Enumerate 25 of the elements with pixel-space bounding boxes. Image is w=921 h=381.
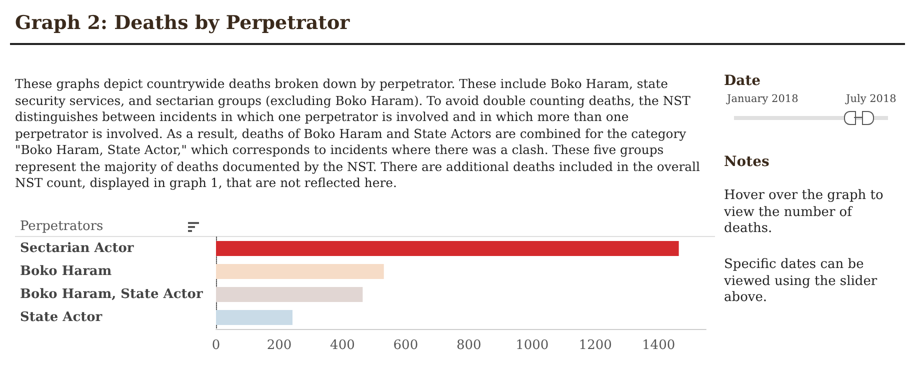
text: Date — [724, 73, 761, 89]
x-tick-label: 1200 — [578, 338, 612, 353]
x-tick-label: 1400 — [642, 338, 676, 353]
x-tick-label: 400 — [330, 338, 355, 353]
text: Hover over the graph to view the number of deaths. — [724, 188, 884, 238]
text: July 2018 — [846, 93, 896, 105]
x-tick-label: 0 — [212, 338, 220, 353]
bar — [216, 310, 293, 325]
bar — [216, 264, 384, 279]
bar — [216, 241, 679, 256]
text: These graphs depict countrywide deaths broken down by perpetrator. These include Boko Haram, state security services, and sectarian groups (excluding Boko Haram). To avoid double counting deaths, the NST distinguishes between incidents in which one perpetrator is involved and in which more than one perpetrator is involved. As a result, deaths of Boko Haram and State Actors are combined for the category "Boko Haram, State Actor," which corresponds to incidents where there was a clash. These five groups represent the majority of deaths documented by the NST. There are additional deaths included in the overall NST count, displayed in graph 1, that are not reflected here. — [15, 76, 701, 192]
x-tick-label: 800 — [456, 338, 482, 353]
y-tick-label: State Actor — [20, 310, 102, 325]
x-tick-label: 600 — [393, 338, 418, 353]
y-tick-label: Boko Haram, State Actor — [20, 287, 203, 302]
text: Notes — [724, 154, 770, 170]
bar — [216, 287, 363, 302]
y-tick-label: Sectarian Actor — [20, 241, 134, 256]
text: January 2018 — [727, 93, 798, 105]
x-tick-label: 200 — [266, 338, 292, 353]
y-tick-label: Boko Haram — [20, 264, 112, 279]
x-tick-label: 1000 — [516, 338, 549, 353]
chart-title: Graph 2: Deaths by Perpetrator — [15, 12, 350, 34]
y-axis-title: Perpetrators — [20, 219, 104, 234]
text: Specific dates can be viewed using the slider above. — [724, 257, 878, 306]
